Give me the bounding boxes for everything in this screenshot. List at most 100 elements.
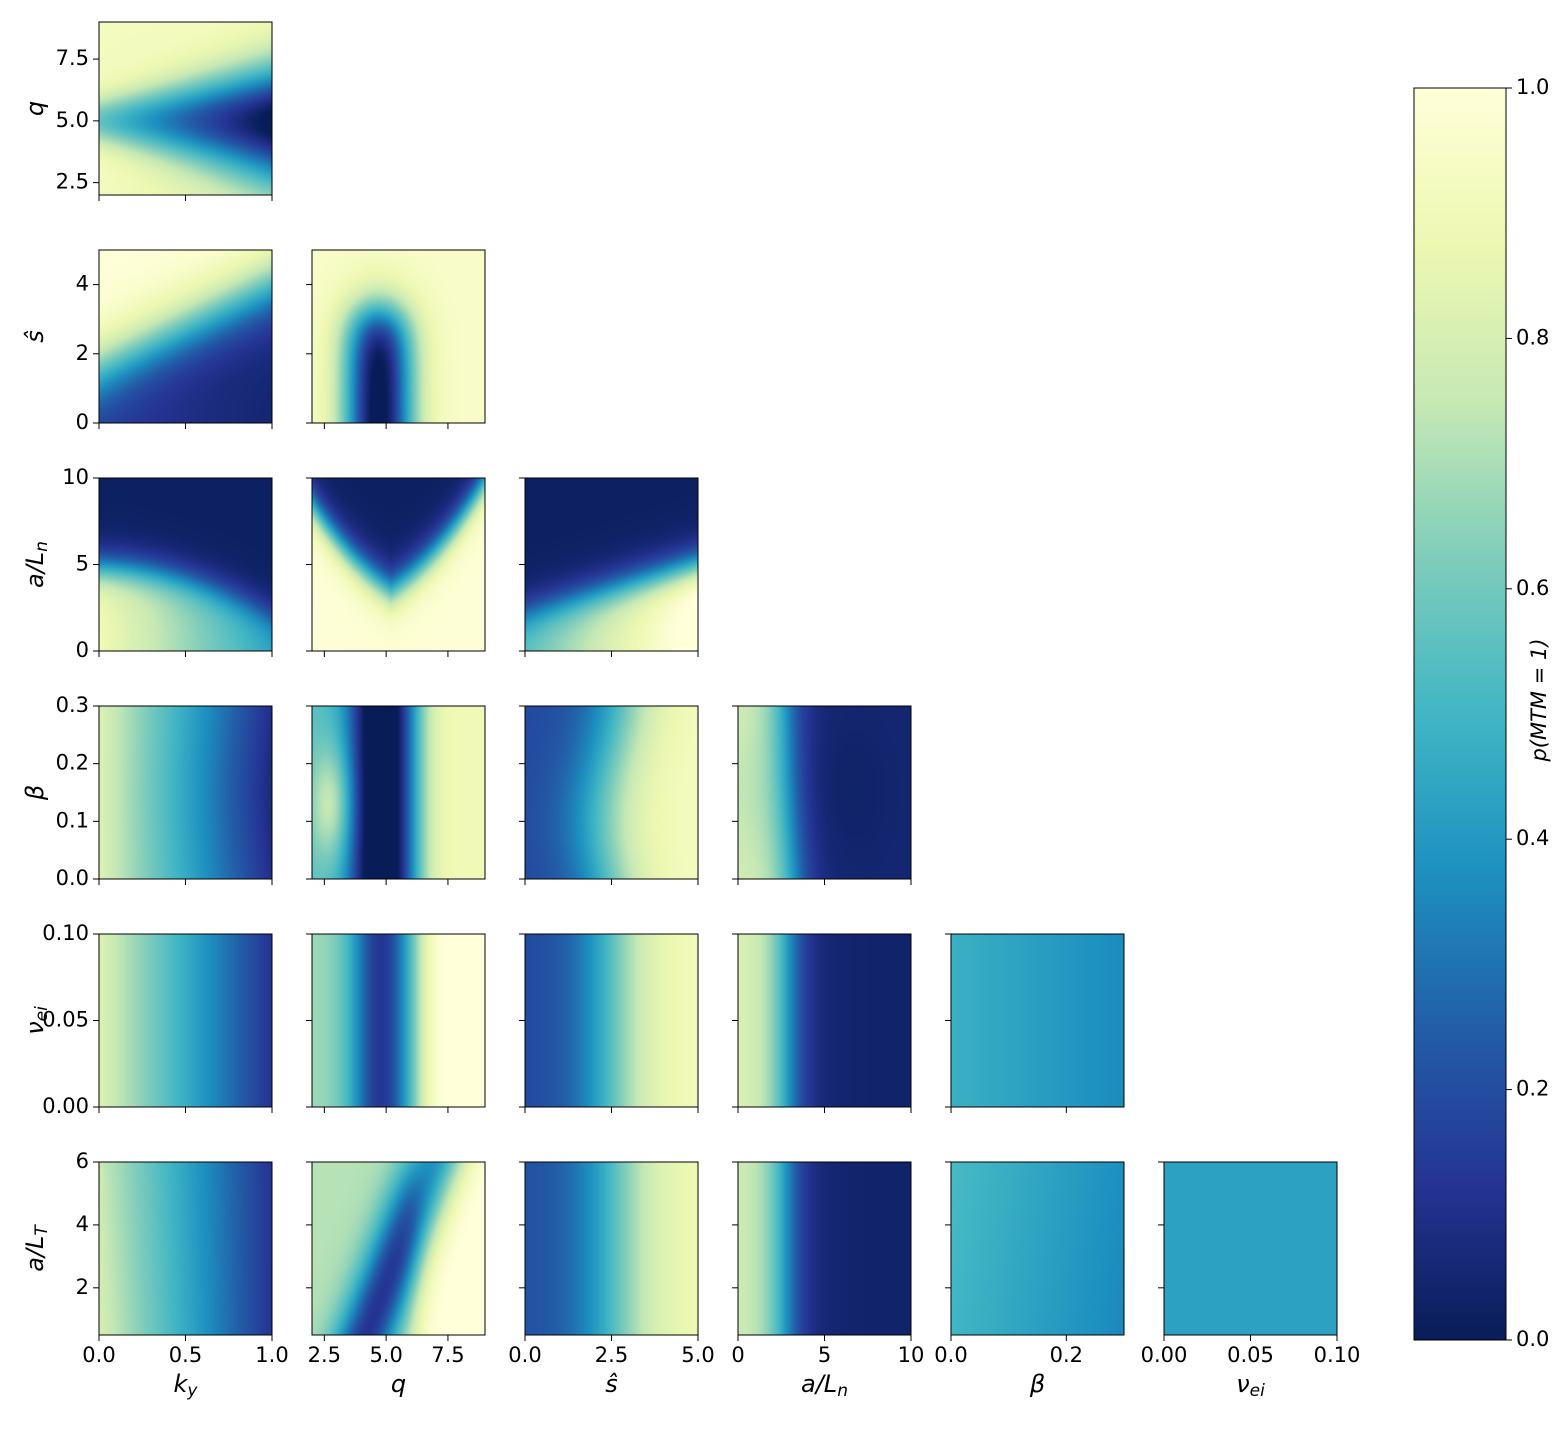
x-tick-label: 1.0 xyxy=(255,1343,288,1367)
heatmap-panel-nu-vs-aLT: 0.00 0.05 0.10 νei xyxy=(1141,1161,1361,1401)
heatmap-image xyxy=(525,706,698,879)
heatmap-image xyxy=(312,250,485,423)
y-tick-label: 0.00 xyxy=(42,1094,89,1118)
x-axis-label-s: ŝ xyxy=(605,1370,618,1398)
panel-frame xyxy=(311,1161,486,1336)
heatmap-panel-q-vs-aLn xyxy=(306,477,486,657)
heatmap-panel-aLn-vs-aLT: 0 5 10 a/Ln xyxy=(731,1161,925,1401)
y-tick-label: 2 xyxy=(76,1275,89,1299)
x-tick-label: 0.0 xyxy=(82,1343,115,1367)
x-tick-label: 0.00 xyxy=(1141,1343,1188,1367)
y-tick-label: 0 xyxy=(76,410,89,434)
x-tick-label: 2.5 xyxy=(308,1343,341,1367)
colorbar-tick-label: 0.4 xyxy=(1516,826,1549,850)
x-tick-label: 0.10 xyxy=(1314,1343,1361,1367)
x-tick-label: 0.2 xyxy=(1050,1343,1083,1367)
x-axis-label-ky: ky xyxy=(174,1370,199,1401)
y-axis-label-nu: νei xyxy=(21,1006,52,1035)
heatmap-image xyxy=(99,22,272,195)
x-tick-label: 5.0 xyxy=(681,1343,714,1367)
x-tick-label: 5.0 xyxy=(369,1343,402,1367)
heatmap-panel-q-vs-aLT: 2.5 5.0 7.5 q xyxy=(306,1161,486,1398)
y-axis-label-aLT: a/LT xyxy=(21,1224,52,1272)
y-tick-label: 0.1 xyxy=(56,808,89,832)
y-tick-label: 5 xyxy=(76,552,89,576)
colorbar-tick-label: 1.0 xyxy=(1516,75,1549,99)
colorbar-gradient xyxy=(1414,88,1506,1340)
y-tick-label: 0.05 xyxy=(42,1008,89,1032)
heatmap-panel-s-vs-aLn xyxy=(519,477,699,657)
colorbar-tick-label: 0.0 xyxy=(1516,1327,1549,1351)
heatmap-panel-s-vs-aLT: 0.0 2.5 5.0 ŝ xyxy=(508,1161,715,1398)
x-tick-label: 2.5 xyxy=(595,1343,628,1367)
heatmap-image xyxy=(738,1162,911,1335)
x-tick-label: 0 xyxy=(731,1343,744,1367)
heatmap-panel-q-vs-nu xyxy=(306,933,486,1113)
x-tick-label: 0.05 xyxy=(1227,1343,1274,1367)
y-tick-label: 0.3 xyxy=(56,693,89,717)
heatmap-image xyxy=(951,934,1124,1107)
heatmap-image xyxy=(99,478,272,651)
heatmap-panel-aLn-vs-nu xyxy=(732,933,912,1113)
panel-frame xyxy=(311,705,486,880)
y-tick-label: 0.10 xyxy=(42,921,89,945)
heatmap-image xyxy=(312,706,485,879)
heatmap-image xyxy=(525,478,698,651)
heatmap-panel-ky-vs-aLn: 0 5 10 a/Ln xyxy=(21,465,273,662)
heatmap-panel-aLn-vs-beta xyxy=(732,705,912,885)
colorbar-frame xyxy=(1413,87,1507,1341)
heatmap-panel-ky-vs-s: 0 2 4 ŝ xyxy=(21,249,273,434)
heatmap-panel-q-vs-s xyxy=(306,249,486,429)
heatmap-image xyxy=(99,1162,272,1335)
y-tick-label: 4 xyxy=(76,272,89,296)
x-axis-label-nu: νei xyxy=(1236,1370,1265,1401)
y-tick-label: 10 xyxy=(62,465,89,489)
y-tick-label: 2 xyxy=(76,341,89,365)
colorbar-label: p(MTM = 1) xyxy=(1527,638,1551,762)
heatmap-panel-s-vs-beta xyxy=(519,705,699,885)
y-tick-label: 6 xyxy=(76,1149,89,1173)
panel-frame xyxy=(950,1161,1125,1336)
x-tick-label: 5 xyxy=(818,1343,831,1367)
y-tick-label: 0.0 xyxy=(56,866,89,890)
y-tick-label: 7.5 xyxy=(56,46,89,70)
heatmap-image xyxy=(312,934,485,1107)
x-tick-label: 0.0 xyxy=(934,1343,967,1367)
colorbar-tick-label: 0.8 xyxy=(1516,325,1549,349)
x-tick-label: 10 xyxy=(898,1343,925,1367)
heatmap-image xyxy=(738,934,911,1107)
heatmap-image xyxy=(951,1162,1124,1335)
heatmap-panel-ky-vs-q: 2.5 5.0 7.5 q xyxy=(21,21,273,201)
panel-grid: 2.55.07.5q024ŝ0510a/Ln0.00.10.20.3β0.000… xyxy=(21,21,1361,1401)
y-tick-label: 0.2 xyxy=(56,751,89,775)
y-tick-label: 4 xyxy=(76,1212,89,1236)
y-tick-label: 5.0 xyxy=(56,108,89,132)
y-axis-label-s: ŝ xyxy=(21,330,49,343)
x-axis-label-aLn: a/Ln xyxy=(801,1370,848,1401)
heatmap-panel-beta-vs-aLT: 0.0 0.2β xyxy=(934,1161,1125,1398)
x-axis-label-q: q xyxy=(391,1370,406,1398)
heatmap-image xyxy=(525,1162,698,1335)
heatmap-image xyxy=(99,706,272,879)
panel-frame xyxy=(311,249,486,424)
heatmap-image xyxy=(99,250,272,423)
y-axis-label-aLn: a/Ln xyxy=(21,541,52,588)
heatmap-panel-ky-vs-beta: 0.0 0.1 0.2 0.3 β xyxy=(21,693,273,890)
y-axis-label-beta: β xyxy=(21,785,49,801)
heatmap-image xyxy=(738,706,911,879)
colorbar-tick-label: 0.2 xyxy=(1516,1077,1549,1101)
heatmap-panel-ky-vs-nu: 0.00 0.05 0.10 νei xyxy=(21,921,273,1118)
heatmap-image xyxy=(1164,1162,1337,1335)
heatmap-panel-s-vs-nu xyxy=(519,933,699,1113)
heatmap-image xyxy=(525,934,698,1107)
colorbar-tick-label: 0.6 xyxy=(1516,576,1549,600)
y-tick-label: 2.5 xyxy=(56,170,89,194)
heatmap-panel-beta-vs-nu xyxy=(945,933,1125,1113)
heatmap-image xyxy=(312,1162,485,1335)
y-tick-label: 0 xyxy=(76,638,89,662)
colorbar: 0.0 0.2 0.4 0.6 0.8 1.0 p(MTM = 1) xyxy=(1413,75,1551,1351)
x-axis-label-beta: β xyxy=(1029,1370,1045,1398)
heatmap-image xyxy=(99,934,272,1107)
y-axis-label-q: q xyxy=(21,101,49,116)
